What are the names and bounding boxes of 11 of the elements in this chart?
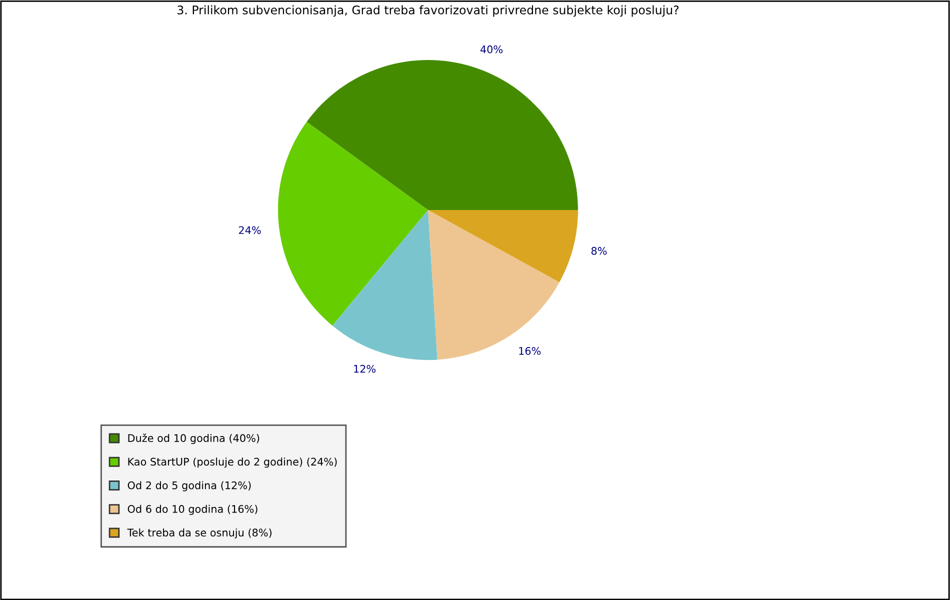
legend-label: Kao StartUP (posluje do 2 godine) (24%): [128, 458, 337, 468]
data-label: 40%: [480, 45, 503, 54]
legend-label: Tek treba da se osnuju (8%): [127, 528, 272, 539]
data-label: 8%: [591, 246, 607, 255]
data-label: 24%: [238, 226, 261, 234]
data-label: 12%: [354, 364, 376, 373]
data-label: 16%: [519, 346, 541, 355]
legend-label: Od 2 do 5 godina (12%): [128, 481, 251, 492]
chart-title: 3. Prilikom subvencionisanja, Grad treba favorizovati privredne subjekte koji posluju?: [178, 5, 679, 17]
legend-label: Od 6 do 10 godina (16%): [128, 504, 258, 515]
legend-label: Duže od 10 godina (40%): [128, 434, 260, 444]
